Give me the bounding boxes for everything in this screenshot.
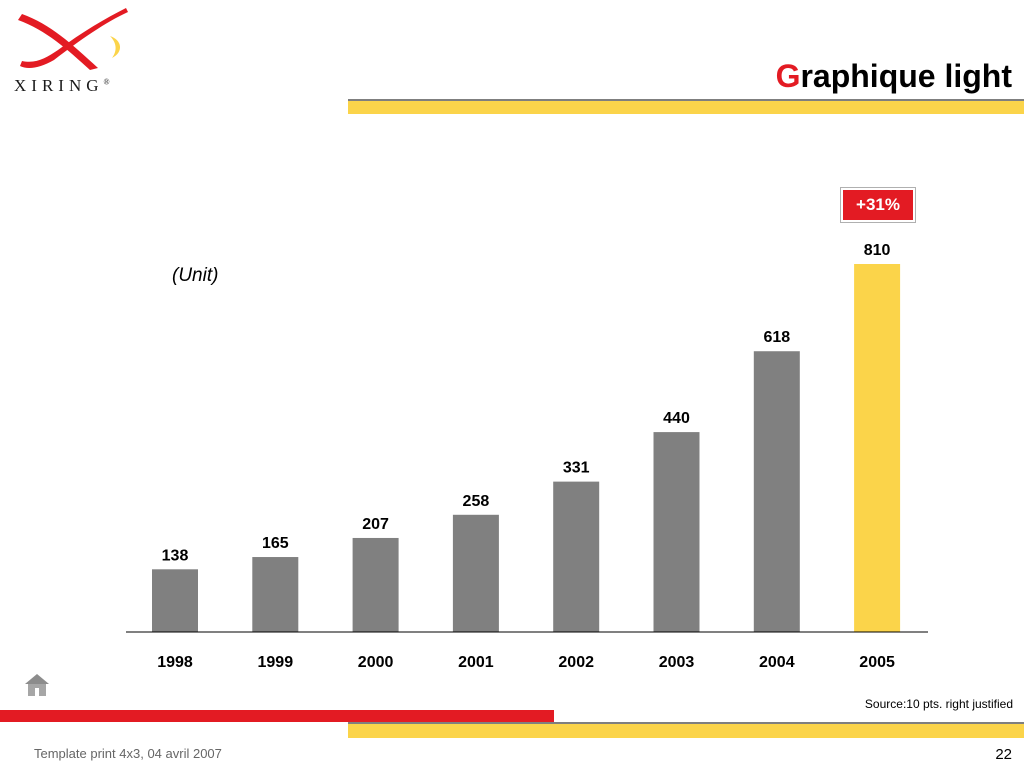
xiring-logo-mark	[18, 8, 128, 70]
page-title: Graphique light	[776, 58, 1012, 95]
title-rest: raphique light	[800, 58, 1012, 94]
value-label-1999: 165	[262, 535, 289, 552]
footer-gray-line	[348, 722, 1024, 724]
value-label-2003: 440	[663, 410, 690, 427]
title-first-letter: G	[775, 58, 801, 94]
title-underline-gray	[348, 99, 1024, 101]
logo-text: XIRING®	[14, 76, 110, 95]
value-label-2002: 331	[563, 460, 590, 477]
value-labels-group: 138 165 207 258 331 440 618 810	[162, 242, 891, 564]
category-labels-group: 1998 1999 2000 2001 2002 2003 2004 2005	[157, 654, 895, 671]
page-number: 22	[995, 746, 1012, 763]
bar-1999	[252, 557, 299, 632]
growth-badge: +31%	[840, 187, 916, 223]
value-label-2000: 207	[362, 516, 389, 533]
source-note: Source:10 pts. right justified	[864, 697, 1013, 711]
value-label-2004: 618	[763, 329, 790, 346]
bar-2000	[352, 537, 399, 632]
bar-2001	[452, 514, 499, 632]
home-icon[interactable]	[24, 672, 50, 698]
category-label-1998: 1998	[157, 654, 193, 671]
value-label-2005: 810	[864, 242, 891, 259]
category-label-2000: 2000	[358, 654, 394, 671]
bar-2004	[753, 351, 800, 632]
bar-1998	[152, 569, 198, 632]
category-label-1999: 1999	[258, 654, 294, 671]
value-label-1998: 138	[162, 547, 189, 564]
bar-2003	[653, 432, 700, 632]
template-note: Template print 4x3, 04 avril 2007	[34, 746, 222, 761]
category-label-2004: 2004	[759, 654, 795, 671]
category-label-2005: 2005	[859, 654, 895, 671]
bars-group	[152, 264, 901, 632]
category-label-2001: 2001	[458, 654, 494, 671]
footer-red-bar	[0, 710, 554, 722]
footer-yellow-bar	[348, 724, 1024, 738]
category-label-2002: 2002	[558, 654, 594, 671]
bar-2002	[553, 481, 600, 632]
bar-2005	[854, 264, 901, 632]
title-underline-yellow	[348, 101, 1024, 114]
unit-label: (Unit)	[172, 265, 219, 286]
value-label-2001: 258	[463, 493, 490, 510]
home-icon-glyph	[25, 674, 49, 696]
xiring-logo: XIRING®	[10, 6, 138, 96]
category-label-2003: 2003	[659, 654, 695, 671]
